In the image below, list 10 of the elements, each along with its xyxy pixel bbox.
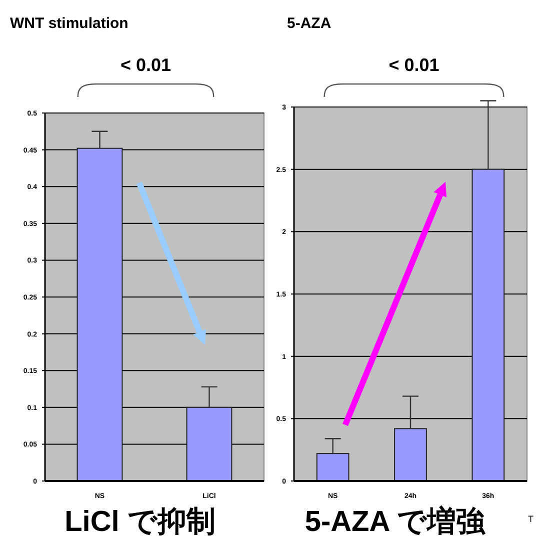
bar (472, 168, 505, 482)
chart-title: WNT stimulation (10, 15, 128, 32)
text: T (528, 514, 534, 524)
text: < 0.01 (120, 55, 172, 75)
text: < 0.01 (388, 55, 440, 75)
bar (316, 453, 350, 482)
bar (394, 428, 427, 482)
text: LiCl で抑制 (64, 506, 216, 538)
chart-title: 5-AZA (287, 15, 332, 32)
text: 5-AZA で増強 (304, 505, 486, 538)
